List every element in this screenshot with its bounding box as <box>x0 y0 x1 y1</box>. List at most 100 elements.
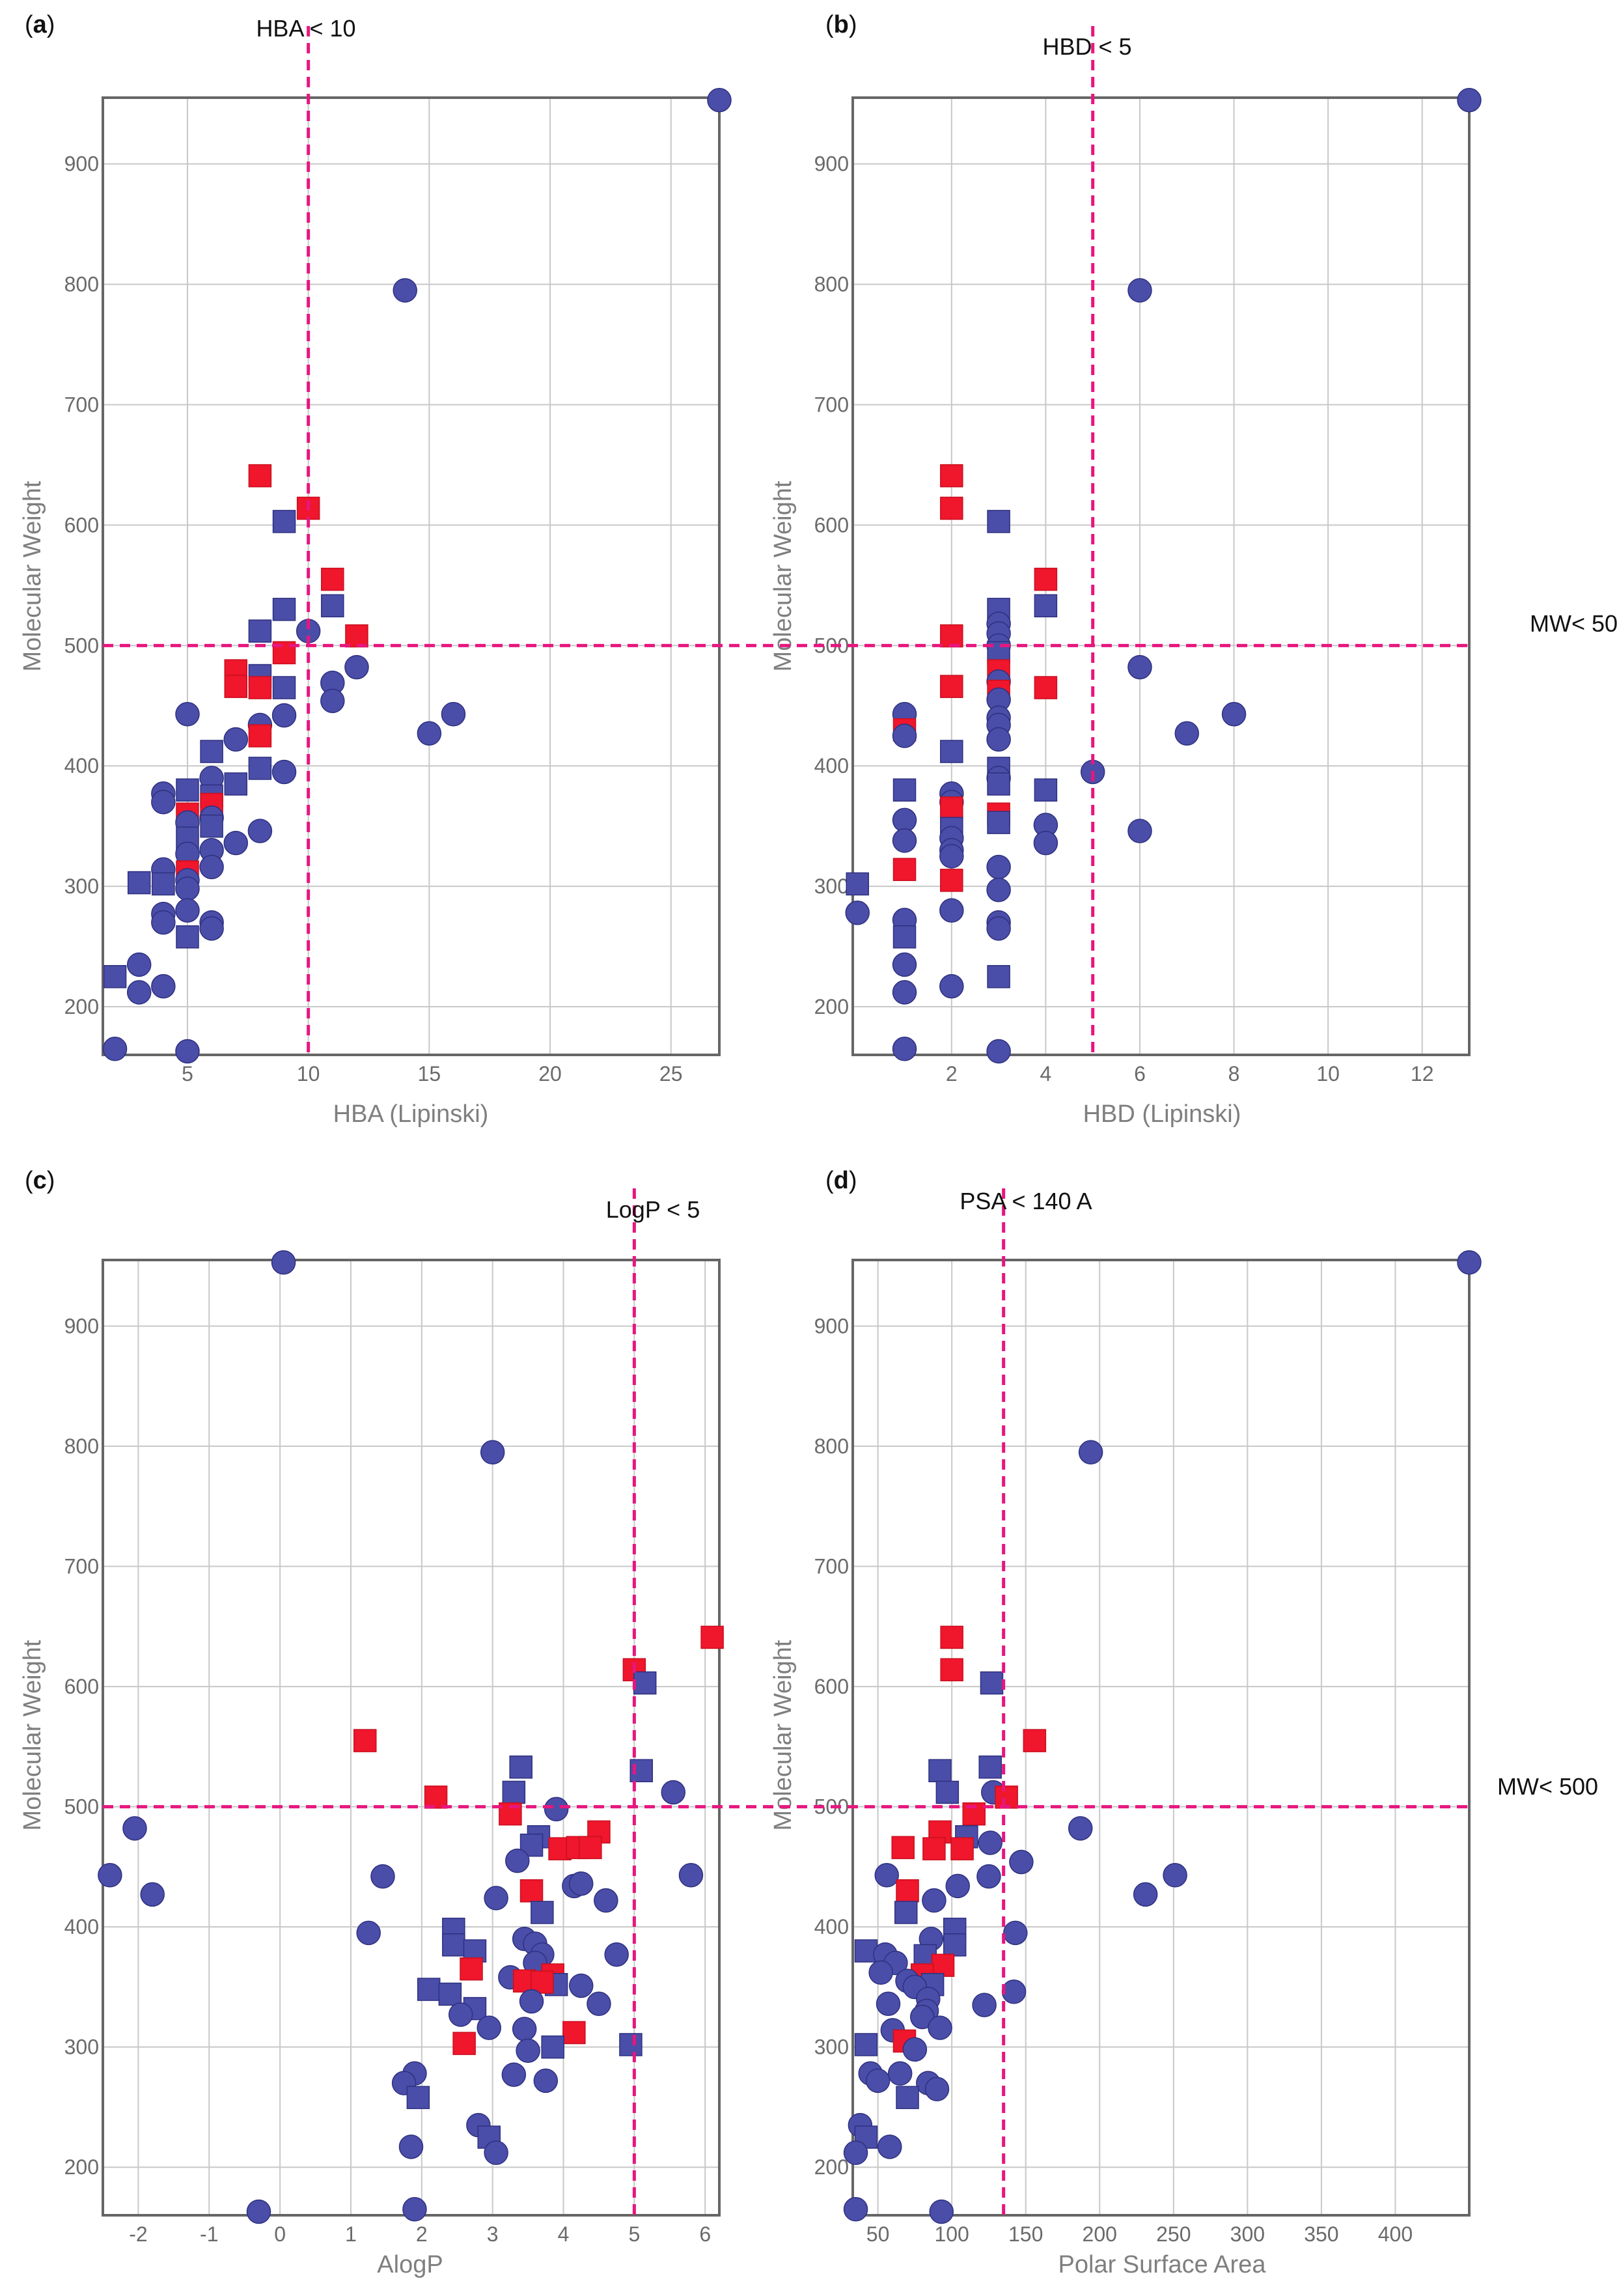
y-tick-label-b: 900 <box>814 152 849 176</box>
data-point-b <box>892 980 917 1005</box>
data-point-a <box>272 510 296 533</box>
data-point-a <box>223 727 249 752</box>
x-tick-label-c: 1 <box>345 2222 357 2246</box>
data-point-c <box>531 1901 554 1924</box>
x-tick-label-b: 4 <box>1040 1062 1051 1085</box>
data-point-c <box>516 2038 540 2063</box>
data-point-a <box>321 567 344 591</box>
data-point-c <box>502 1780 526 1804</box>
x-tick-label-d: 350 <box>1304 2222 1338 2246</box>
data-point-c <box>531 1970 554 1994</box>
data-point-a <box>321 594 344 618</box>
x-tick-label-a: 15 <box>418 1062 441 1085</box>
data-point-b <box>1457 87 1482 113</box>
points-d <box>843 1250 1482 2224</box>
data-point-d <box>896 1879 919 1903</box>
data-point-b <box>892 778 917 802</box>
data-point-a <box>126 980 152 1005</box>
y-tick-label-c: 600 <box>64 1675 99 1698</box>
mw-threshold-label-top: MW< 500 <box>1530 610 1617 637</box>
data-point-a <box>175 898 200 923</box>
data-point-d <box>928 1759 952 1782</box>
x-tick-label-a: 5 <box>182 1062 193 1085</box>
data-point-d <box>929 2199 954 2224</box>
data-point-b <box>940 624 963 648</box>
data-point-a <box>441 701 466 727</box>
x-tick-label-b: 10 <box>1316 1062 1340 1085</box>
data-point-a <box>199 854 224 880</box>
data-point-c <box>678 1863 704 1888</box>
data-point-c <box>452 2032 476 2055</box>
data-point-d <box>945 1873 970 1899</box>
data-point-b <box>845 901 870 925</box>
data-point-d <box>876 1991 901 2016</box>
grid-d <box>853 1260 1469 2215</box>
data-point-c <box>519 1879 544 1903</box>
y-tick-label-a: 600 <box>64 513 99 537</box>
data-point-c <box>140 1882 165 1907</box>
data-point-a <box>152 872 175 896</box>
data-point-d <box>995 1785 1018 1809</box>
x-ticks-d: 50 100 150 200 250 300 350 400 <box>866 2222 1413 2246</box>
y-tick-label-b: 400 <box>814 754 849 777</box>
points-c <box>98 1250 724 2224</box>
data-point-a <box>247 819 273 843</box>
hba-threshold-label: HBA < 10 <box>256 15 355 42</box>
data-point-d <box>1163 1863 1187 1888</box>
psa-threshold-label: PSA < 140 A <box>960 1188 1092 1214</box>
data-point-d <box>843 2140 868 2165</box>
data-point-b <box>940 796 963 820</box>
data-point-b <box>892 723 917 748</box>
data-point-b <box>940 496 963 520</box>
data-point-c <box>619 2033 643 2056</box>
x-tick-label-b: 12 <box>1411 1062 1434 1085</box>
data-point-a <box>393 278 417 303</box>
panel-label-c: (c) <box>25 1167 55 1194</box>
data-point-c <box>604 1942 629 1967</box>
data-point-c <box>402 2197 427 2222</box>
y-tick-label-b: 700 <box>814 393 849 417</box>
data-point-d <box>924 2077 950 2101</box>
x-tick-label-d: 200 <box>1083 2222 1117 2246</box>
data-point-d <box>1001 1980 1027 2004</box>
data-point-b <box>1127 654 1152 680</box>
data-point-b <box>940 675 963 698</box>
data-point-c <box>448 2002 473 2027</box>
x-tick-label-c: 2 <box>416 2222 428 2246</box>
data-point-b <box>892 828 917 853</box>
data-point-d <box>874 1863 899 1888</box>
data-point-c <box>406 2086 430 2109</box>
data-point-c <box>594 1888 618 1913</box>
data-point-d <box>909 2004 935 2030</box>
data-point-c <box>519 1989 544 2014</box>
data-point-c <box>633 1671 657 1695</box>
data-point-b <box>1034 676 1058 699</box>
data-point-c <box>271 1250 296 1275</box>
data-point-a <box>271 703 297 728</box>
data-point-b <box>892 952 917 977</box>
mw-threshold-label-bottom: MW< 500 <box>1497 1773 1598 1800</box>
data-point-a <box>151 910 176 935</box>
data-point-b <box>986 1039 1011 1064</box>
data-point-a <box>272 676 296 699</box>
x-tick-label-c: -1 <box>200 2222 218 2246</box>
data-point-c <box>246 2199 271 2224</box>
x-tick-label-d: 100 <box>934 2222 969 2246</box>
y-tick-label-c: 300 <box>64 2036 99 2059</box>
x-ticks-c: -2 -1 0 1 2 3 4 5 6 <box>129 2222 711 2246</box>
data-point-d <box>878 2135 902 2159</box>
data-point-a <box>176 778 199 802</box>
data-point-a <box>345 624 368 648</box>
data-point-d <box>980 1671 1004 1695</box>
x-tick-label-d: 300 <box>1230 2222 1265 2246</box>
y-tick-label-a: 700 <box>64 393 99 417</box>
data-point-b <box>1174 721 1200 746</box>
panel-a: (a) 200 300 400 500 600 700 800 900 5 10 15 20 25 H… <box>19 11 732 1128</box>
data-point-b <box>1127 819 1152 843</box>
data-point-b <box>1034 778 1058 802</box>
data-point-c <box>424 1785 448 1809</box>
y-tick-label-d: 800 <box>814 1435 849 1458</box>
